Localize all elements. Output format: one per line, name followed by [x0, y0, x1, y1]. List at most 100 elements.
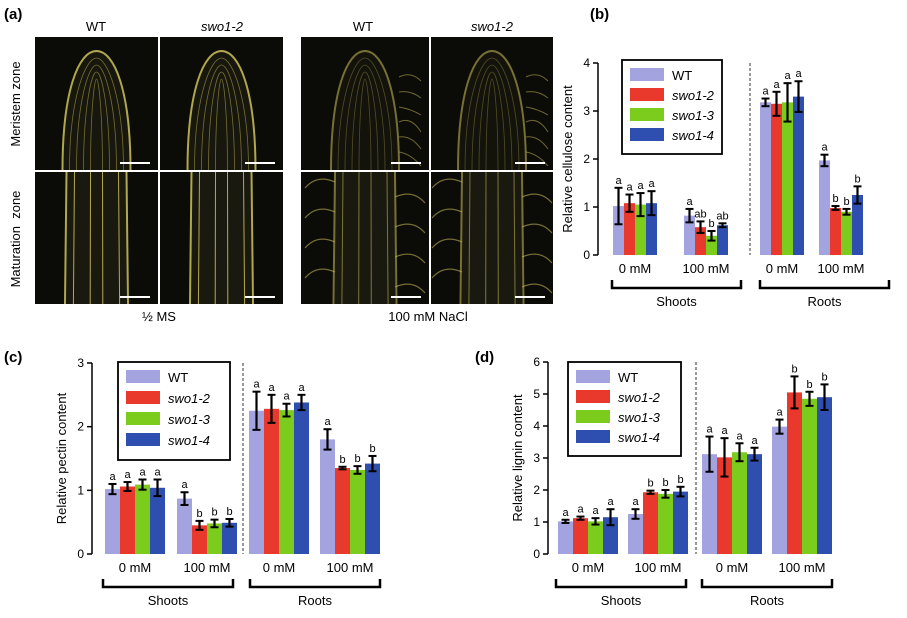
bar — [588, 521, 603, 554]
bar — [819, 160, 830, 255]
significance-letter: a — [181, 479, 188, 491]
legend-entry: swo1-2 — [168, 391, 211, 406]
legend: WT swo1-2 swo1-3 swo1-4 — [621, 59, 723, 155]
y-axis-label: Relative lignin content — [510, 394, 525, 522]
root-hair — [398, 91, 422, 99]
y-axis-label: Relative pectin content — [54, 392, 69, 524]
bar — [717, 225, 728, 255]
legend-entry: swo1-2 — [672, 88, 715, 103]
bar — [120, 486, 135, 554]
micrograph-panel: WT swo1-2 WT swo1-2 Meristem zone Matura… — [8, 19, 553, 324]
root-hair — [398, 119, 422, 133]
bar — [192, 525, 207, 554]
bar — [222, 522, 237, 554]
y-tick-label: 3 — [583, 104, 590, 118]
group-bracket — [610, 280, 743, 290]
significance-letter: b — [791, 363, 797, 375]
legend-entry: swo1-3 — [672, 108, 715, 123]
group-label: Shoots — [601, 593, 642, 608]
bar — [841, 211, 852, 255]
significance-letter: a — [268, 382, 275, 394]
group-bracket — [101, 579, 235, 589]
root-hair — [431, 178, 463, 189]
significance-letter: b — [708, 218, 714, 230]
y-tick-label: 4 — [583, 56, 590, 70]
root-hair — [394, 223, 426, 234]
significance-letter: a — [637, 180, 644, 192]
significance-letter: b — [196, 508, 202, 520]
bar — [684, 215, 695, 255]
bar — [573, 518, 588, 554]
bar — [658, 493, 673, 554]
cell-file-line — [215, 78, 228, 171]
cell-wall-line — [197, 171, 200, 305]
significance-letter: a — [124, 469, 131, 481]
legend-swatch — [126, 370, 160, 383]
significance-letter: a — [139, 467, 146, 479]
root-hair — [521, 193, 553, 204]
bar — [207, 523, 222, 554]
bar — [279, 410, 294, 554]
legend-entry: swo1-4 — [672, 128, 714, 143]
cell-file-line — [208, 71, 235, 171]
significance-letter: b — [677, 474, 683, 486]
root-body — [335, 172, 395, 304]
significance-letter: b — [354, 453, 360, 465]
significance-letter: a — [762, 86, 769, 98]
row-label-maturation: Maturation zone — [8, 191, 23, 288]
cell-file-line — [478, 71, 506, 171]
significance-letter: a — [324, 416, 331, 428]
significance-letter: a — [751, 435, 758, 447]
legend-entry: swo1-2 — [618, 390, 661, 405]
root-hair — [525, 136, 549, 150]
bar — [335, 468, 350, 554]
cell-file-line — [201, 64, 242, 171]
root-outline — [61, 49, 132, 171]
significance-letter: ab — [716, 210, 728, 222]
bar — [747, 454, 762, 554]
legend: WT swo1-2 swo1-3 swo1-4 — [117, 361, 231, 461]
significance-letter: a — [283, 391, 290, 403]
root-hair — [394, 253, 426, 264]
bar — [817, 397, 832, 554]
legend-swatch — [630, 68, 664, 81]
significance-letter: a — [607, 496, 614, 508]
significance-letter: b — [647, 478, 653, 490]
root-hair — [394, 193, 426, 204]
significance-letter: a — [615, 175, 622, 187]
significance-letter: a — [776, 407, 783, 419]
bar — [350, 469, 365, 554]
cell-wall-line — [64, 171, 68, 305]
legend-swatch — [126, 433, 160, 446]
cell-wall-line — [250, 171, 254, 305]
x-tick-label: 100 mM — [635, 560, 682, 575]
bar — [264, 408, 279, 554]
y-tick-label: 1 — [583, 200, 590, 214]
cell-wall-line — [125, 171, 129, 305]
root-hair — [304, 268, 336, 279]
group-bracket — [248, 579, 382, 589]
root-outline — [330, 49, 400, 171]
cell-file-line — [76, 64, 117, 171]
cell-file-line — [69, 57, 124, 171]
cell-file-line — [344, 64, 386, 171]
significance-letter: b — [369, 443, 375, 455]
bar — [294, 402, 309, 554]
root-hair — [525, 91, 549, 99]
root-body — [462, 172, 522, 304]
micrograph-wt-nacl-meristem — [301, 37, 429, 171]
significance-letter: a — [784, 70, 791, 82]
cell-wall-line — [386, 171, 389, 305]
col-header-swo12-nacl: swo1-2 — [471, 19, 514, 34]
root-hair — [394, 283, 426, 294]
bar — [673, 491, 688, 554]
legend-entry: swo1-3 — [168, 412, 211, 427]
legend-swatch — [630, 108, 664, 121]
micrograph-swo12-nacl-meristem — [431, 37, 553, 171]
y-tick-label: 6 — [533, 355, 540, 369]
bar — [135, 484, 150, 554]
group-label-half-ms: ½ MS — [142, 309, 176, 324]
bar — [771, 103, 782, 255]
x-tick-label: 0 mM — [766, 261, 799, 276]
